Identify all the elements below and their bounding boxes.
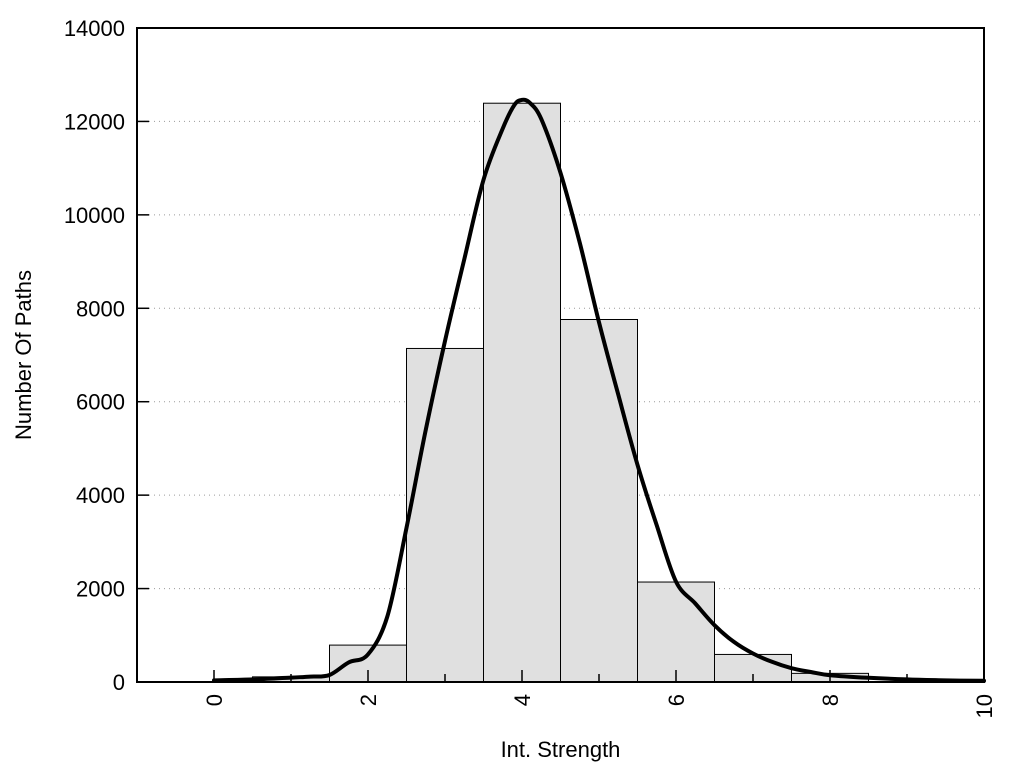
y-tick-label: 4000 — [76, 483, 125, 508]
y-tick-label: 12000 — [64, 109, 125, 134]
histogram-bar — [406, 347, 484, 683]
x-tick-label: 10 — [972, 694, 997, 718]
x-tick-label: 8 — [818, 694, 843, 706]
x-tick-label: 6 — [664, 694, 689, 706]
y-tick-label: 2000 — [76, 577, 125, 602]
x-tick-label: 4 — [510, 694, 535, 706]
histogram-bar — [560, 318, 638, 683]
plot-border — [136, 27, 985, 683]
y-tick-label: 8000 — [76, 296, 125, 321]
histogram-bar — [483, 102, 561, 683]
y-tick-label: 6000 — [76, 390, 125, 415]
x-tick-label: 2 — [356, 694, 381, 706]
histogram-bar — [637, 581, 715, 683]
y-tick-label: 10000 — [64, 203, 125, 228]
y-tick-label: 14000 — [64, 16, 125, 41]
x-tick-label: 0 — [202, 694, 227, 706]
fit-curve — [212, 97, 986, 683]
y-axis-title: Number Of Paths — [11, 270, 36, 440]
x-axis-title: Int. Strength — [500, 737, 621, 762]
y-tick-label: 0 — [113, 670, 125, 695]
